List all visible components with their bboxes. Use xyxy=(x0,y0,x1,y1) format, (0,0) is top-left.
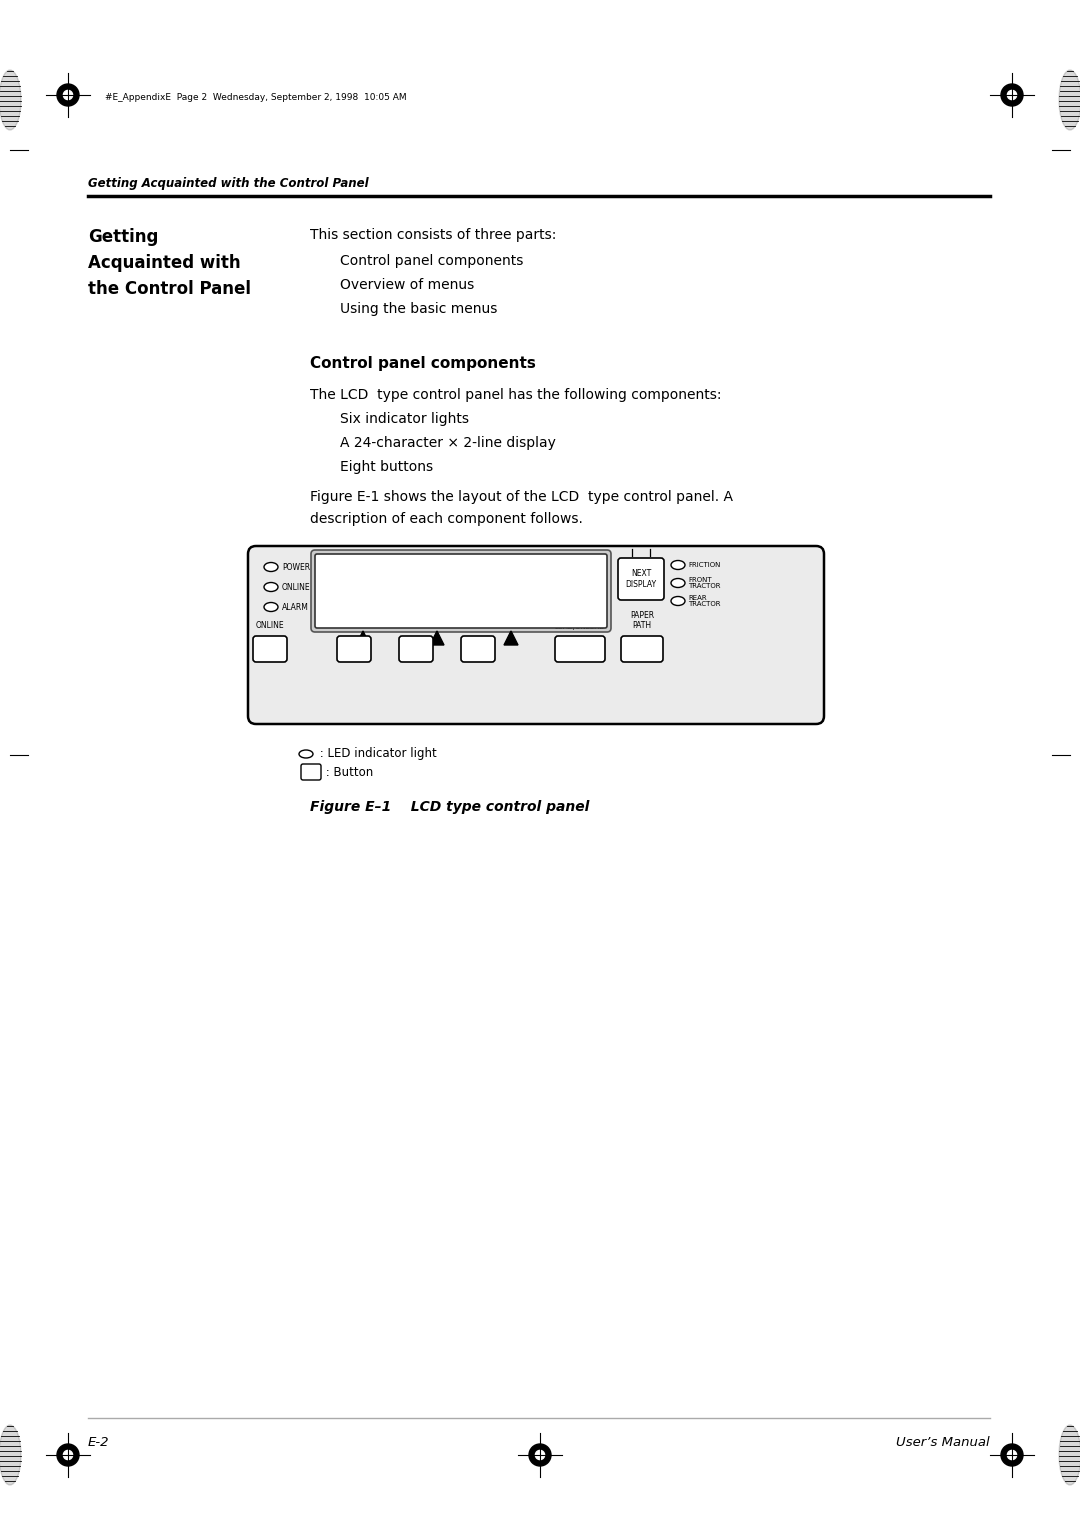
Text: Getting Acquainted with the Control Panel: Getting Acquainted with the Control Pane… xyxy=(87,177,368,189)
Polygon shape xyxy=(430,631,444,645)
Text: REAR
TRACTOR: REAR TRACTOR xyxy=(688,594,720,608)
FancyBboxPatch shape xyxy=(301,764,321,779)
Text: Control panel components: Control panel components xyxy=(310,356,536,371)
Text: FRICTION: FRICTION xyxy=(688,562,720,568)
Text: LOAD/UNLOAD: LOAD/UNLOAD xyxy=(555,623,605,630)
Ellipse shape xyxy=(671,596,685,605)
Text: : Button: : Button xyxy=(322,767,374,779)
Text: F  1: F 1 xyxy=(347,620,361,630)
Text: POWER: POWER xyxy=(282,562,310,571)
Circle shape xyxy=(1001,84,1023,105)
Text: Figure E–1    LCD type control panel: Figure E–1 LCD type control panel xyxy=(310,801,590,814)
Text: ALARM: ALARM xyxy=(282,602,309,611)
Text: FRONT
TRACTOR: FRONT TRACTOR xyxy=(688,576,720,590)
Polygon shape xyxy=(356,631,370,645)
Ellipse shape xyxy=(299,750,313,758)
FancyBboxPatch shape xyxy=(618,558,664,601)
Text: F  3: F 3 xyxy=(471,620,485,630)
Ellipse shape xyxy=(671,579,685,587)
Text: Control panel components: Control panel components xyxy=(340,254,524,267)
FancyBboxPatch shape xyxy=(337,636,372,662)
Ellipse shape xyxy=(1059,1426,1080,1485)
Circle shape xyxy=(536,1450,544,1459)
Text: NEXT
DISPLAY: NEXT DISPLAY xyxy=(625,570,657,588)
Ellipse shape xyxy=(264,582,278,591)
Circle shape xyxy=(64,90,72,99)
Text: The LCD  type control panel has the following components:: The LCD type control panel has the follo… xyxy=(310,388,721,402)
Text: Eight buttons: Eight buttons xyxy=(340,460,433,474)
Circle shape xyxy=(64,1450,72,1459)
Ellipse shape xyxy=(1059,70,1080,130)
Text: PAPER
PATH: PAPER PATH xyxy=(630,611,654,630)
Text: Acquainted with: Acquainted with xyxy=(87,254,241,272)
Ellipse shape xyxy=(671,561,685,570)
FancyBboxPatch shape xyxy=(399,636,433,662)
Circle shape xyxy=(1008,1450,1016,1459)
Text: the Control Panel: the Control Panel xyxy=(87,280,251,298)
FancyBboxPatch shape xyxy=(315,555,607,628)
Circle shape xyxy=(1008,90,1016,99)
Text: #E_AppendixE  Page 2  Wednesday, September 2, 1998  10:05 AM: #E_AppendixE Page 2 Wednesday, September… xyxy=(105,93,407,101)
Text: ONLINE: ONLINE xyxy=(282,582,311,591)
Polygon shape xyxy=(504,631,518,645)
FancyBboxPatch shape xyxy=(253,636,287,662)
Ellipse shape xyxy=(0,70,21,130)
FancyBboxPatch shape xyxy=(461,636,495,662)
FancyBboxPatch shape xyxy=(621,636,663,662)
Text: F  2: F 2 xyxy=(409,620,423,630)
Text: Overview of menus: Overview of menus xyxy=(340,278,474,292)
Text: ONLINE: ONLINE xyxy=(256,620,284,630)
Text: This section consists of three parts:: This section consists of three parts: xyxy=(310,228,556,241)
Text: A 24-character × 2-line display: A 24-character × 2-line display xyxy=(340,435,556,451)
Text: Using the basic menus: Using the basic menus xyxy=(340,303,498,316)
Text: Getting: Getting xyxy=(87,228,159,246)
Text: Figure E-1 shows the layout of the LCD  type control panel. A: Figure E-1 shows the layout of the LCD t… xyxy=(310,490,733,504)
Ellipse shape xyxy=(0,1426,21,1485)
FancyBboxPatch shape xyxy=(555,636,605,662)
Circle shape xyxy=(57,84,79,105)
Text: E-2: E-2 xyxy=(87,1436,109,1449)
Circle shape xyxy=(529,1444,551,1465)
Ellipse shape xyxy=(264,602,278,611)
Text: description of each component follows.: description of each component follows. xyxy=(310,512,583,526)
Text: : LED indicator light: : LED indicator light xyxy=(316,747,436,761)
Circle shape xyxy=(57,1444,79,1465)
Text: Six indicator lights: Six indicator lights xyxy=(340,413,469,426)
FancyBboxPatch shape xyxy=(248,545,824,724)
Circle shape xyxy=(1001,1444,1023,1465)
FancyBboxPatch shape xyxy=(311,550,611,633)
Text: User’s Manual: User’s Manual xyxy=(896,1436,990,1449)
Ellipse shape xyxy=(264,562,278,571)
